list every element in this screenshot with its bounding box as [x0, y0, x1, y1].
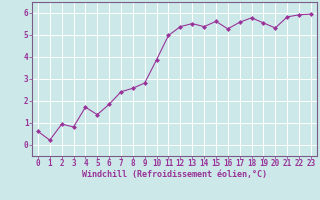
- X-axis label: Windchill (Refroidissement éolien,°C): Windchill (Refroidissement éolien,°C): [82, 170, 267, 179]
